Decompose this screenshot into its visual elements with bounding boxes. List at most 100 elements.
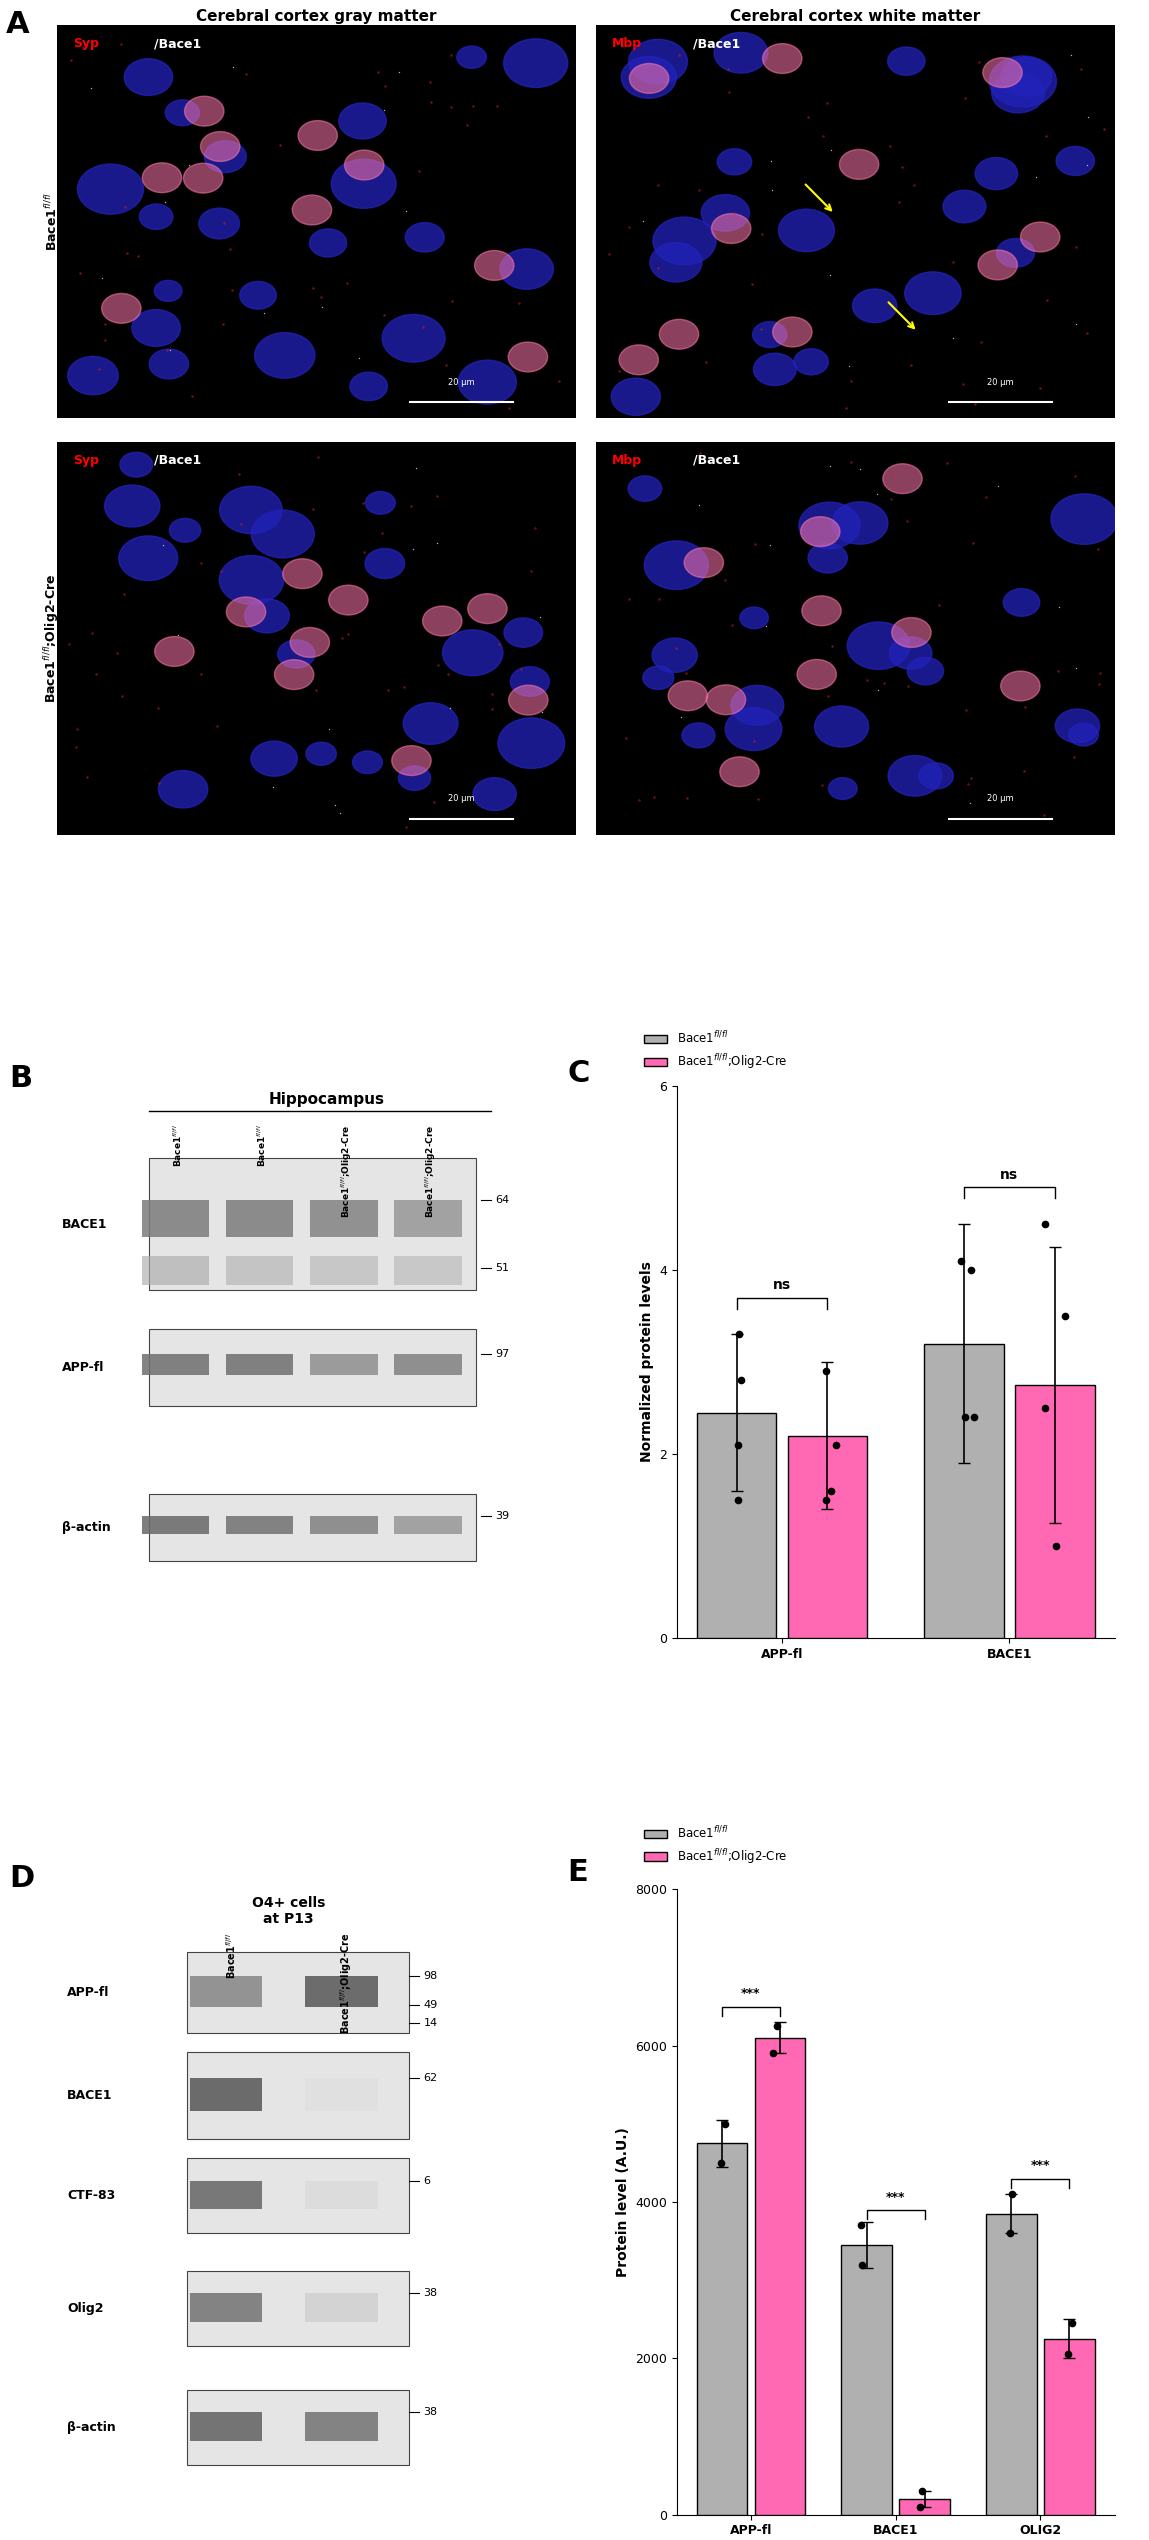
Circle shape — [996, 239, 1034, 267]
Circle shape — [717, 150, 751, 175]
Text: E: E — [568, 1859, 588, 1887]
Circle shape — [799, 503, 861, 549]
Circle shape — [611, 378, 661, 417]
Text: Bace1$^{fl/fl}$;Olig2-Cre: Bace1$^{fl/fl}$;Olig2-Cre — [339, 1933, 354, 2035]
Text: D: D — [9, 1864, 34, 1892]
Circle shape — [345, 150, 384, 180]
Circle shape — [292, 196, 332, 226]
Circle shape — [250, 742, 298, 777]
Circle shape — [740, 607, 769, 630]
FancyBboxPatch shape — [310, 1201, 378, 1237]
Circle shape — [219, 485, 283, 533]
Circle shape — [205, 140, 246, 173]
Text: 20 μm: 20 μm — [448, 378, 475, 386]
Text: B: B — [9, 1064, 32, 1092]
Circle shape — [832, 503, 888, 544]
Circle shape — [306, 742, 337, 765]
Circle shape — [226, 597, 265, 627]
Bar — [900, 2499, 950, 2515]
Circle shape — [681, 724, 715, 747]
Circle shape — [392, 747, 431, 775]
Circle shape — [645, 541, 709, 589]
Circle shape — [77, 165, 144, 213]
FancyBboxPatch shape — [141, 1255, 209, 1285]
Y-axis label: Protein level (A.U.): Protein level (A.U.) — [616, 2126, 630, 2276]
Circle shape — [458, 361, 516, 404]
Circle shape — [365, 549, 404, 579]
Circle shape — [283, 559, 322, 589]
Circle shape — [794, 348, 828, 376]
Circle shape — [105, 485, 160, 526]
Bar — [788, 1435, 867, 1638]
Circle shape — [508, 343, 548, 371]
Bar — [841, 2245, 892, 2515]
FancyBboxPatch shape — [149, 1328, 477, 1407]
Circle shape — [353, 752, 383, 775]
Circle shape — [142, 163, 182, 193]
Circle shape — [892, 617, 931, 648]
FancyBboxPatch shape — [306, 2078, 378, 2111]
FancyBboxPatch shape — [394, 1354, 462, 1374]
Circle shape — [1051, 493, 1118, 544]
Text: β-actin: β-actin — [67, 2421, 116, 2433]
Text: 51: 51 — [495, 1262, 510, 1273]
Legend: Bace1$^{fl/fl}$, Bace1$^{fl/fl}$;Olig2-Cre: Bace1$^{fl/fl}$, Bace1$^{fl/fl}$;Olig2-C… — [639, 1026, 792, 1077]
Circle shape — [701, 196, 749, 231]
Circle shape — [68, 356, 118, 394]
Text: Syp: Syp — [74, 38, 99, 51]
Circle shape — [403, 704, 458, 744]
Circle shape — [200, 132, 240, 163]
Circle shape — [802, 597, 841, 625]
Circle shape — [510, 665, 549, 696]
Circle shape — [119, 452, 153, 478]
Text: 6: 6 — [423, 2177, 431, 2187]
Text: ns: ns — [1001, 1168, 1018, 1181]
Text: Bace1$^{fl/fl}$: Bace1$^{fl/fl}$ — [256, 1125, 268, 1168]
Circle shape — [1001, 671, 1040, 701]
Circle shape — [1056, 147, 1095, 175]
Circle shape — [473, 777, 516, 810]
Circle shape — [1020, 221, 1059, 251]
FancyBboxPatch shape — [149, 1158, 477, 1290]
FancyBboxPatch shape — [394, 1255, 462, 1285]
Circle shape — [169, 518, 201, 541]
Circle shape — [840, 150, 879, 180]
Circle shape — [278, 640, 315, 668]
Text: 64: 64 — [495, 1196, 510, 1204]
Circle shape — [500, 249, 554, 290]
Text: β-actin: β-actin — [62, 1521, 111, 1534]
Circle shape — [754, 353, 796, 386]
FancyBboxPatch shape — [190, 2413, 262, 2441]
FancyBboxPatch shape — [306, 1976, 378, 2007]
Text: 20 μm: 20 μm — [987, 378, 1013, 386]
FancyBboxPatch shape — [190, 2294, 262, 2322]
Text: /Bace1: /Bace1 — [693, 455, 740, 467]
Circle shape — [155, 638, 194, 665]
Circle shape — [504, 617, 542, 648]
Circle shape — [383, 315, 445, 363]
Bar — [1044, 2339, 1095, 2515]
Bar — [696, 1412, 777, 1638]
Text: 20 μm: 20 μm — [448, 795, 475, 803]
FancyBboxPatch shape — [141, 1516, 209, 1534]
Circle shape — [457, 46, 486, 69]
FancyBboxPatch shape — [187, 2159, 409, 2233]
Circle shape — [888, 754, 942, 795]
FancyBboxPatch shape — [306, 2294, 378, 2322]
Y-axis label: Bace1$^{fl/fl}$: Bace1$^{fl/fl}$ — [44, 193, 60, 251]
Circle shape — [240, 282, 277, 310]
FancyBboxPatch shape — [226, 1354, 293, 1374]
Circle shape — [1069, 724, 1098, 747]
Circle shape — [399, 767, 431, 790]
Circle shape — [365, 493, 395, 513]
Title: Cerebral cortex white matter: Cerebral cortex white matter — [731, 10, 980, 25]
Circle shape — [992, 74, 1044, 112]
Text: Syp: Syp — [74, 455, 99, 467]
Text: BACE1: BACE1 — [67, 2090, 113, 2103]
Text: /Bace1: /Bace1 — [154, 38, 201, 51]
Text: ns: ns — [773, 1278, 791, 1293]
Circle shape — [442, 630, 503, 676]
FancyBboxPatch shape — [187, 2271, 409, 2347]
Circle shape — [919, 762, 954, 790]
Text: BACE1: BACE1 — [62, 1217, 108, 1229]
